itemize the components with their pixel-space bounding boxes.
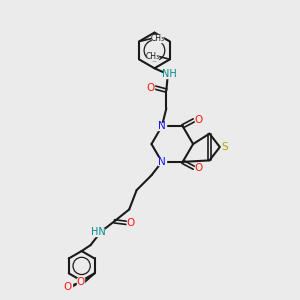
Text: NH: NH: [162, 69, 177, 79]
Text: O: O: [77, 277, 85, 287]
Bar: [93, 228, 104, 236]
Bar: [221, 143, 229, 151]
Bar: [152, 35, 163, 42]
Text: O: O: [126, 218, 134, 228]
Bar: [77, 278, 84, 285]
Bar: [195, 164, 202, 171]
Bar: [147, 53, 158, 60]
Bar: [158, 123, 166, 130]
Bar: [158, 158, 166, 166]
Bar: [64, 283, 71, 290]
Bar: [195, 117, 202, 124]
Text: CH₃: CH₃: [146, 52, 160, 61]
Text: O: O: [194, 115, 202, 125]
Text: O: O: [147, 82, 155, 93]
Bar: [147, 84, 155, 91]
Text: O: O: [194, 163, 202, 173]
Text: CH₃: CH₃: [150, 34, 164, 43]
Text: HN: HN: [91, 227, 106, 237]
Text: N: N: [158, 157, 166, 167]
Bar: [127, 219, 134, 226]
Bar: [164, 70, 175, 78]
Text: N: N: [158, 121, 166, 131]
Text: O: O: [64, 282, 72, 292]
Text: S: S: [222, 142, 228, 152]
